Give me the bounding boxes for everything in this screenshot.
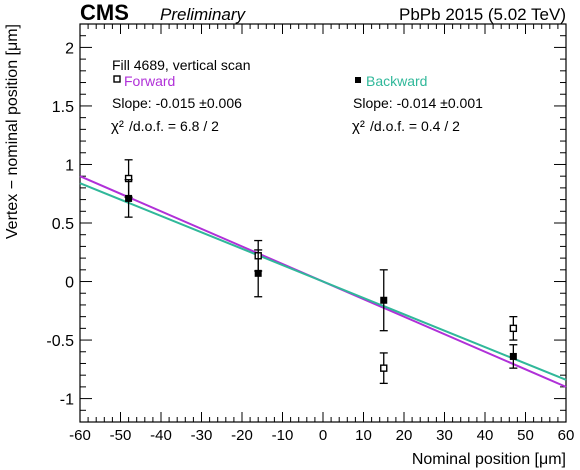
x-tick-label: -30 (191, 427, 213, 444)
forward-legend-marker (113, 75, 121, 83)
axis-ticks: -60 -50 -40 -30 -20 -10 0 10 20 30 40 50 60 -1 -0.5 0 0.… (46, 24, 574, 444)
x-tick-label: 30 (436, 427, 453, 444)
x-tick-label: 50 (517, 427, 534, 444)
backward-legend-label: Backward (366, 73, 427, 89)
y-tick-label: 2 (65, 40, 74, 57)
x-axis-label: Nominal position [μm] (412, 451, 566, 468)
x-tick-label: 60 (558, 427, 575, 444)
forward-chi2-symbol: χ² (111, 118, 124, 135)
status-label: Preliminary (160, 5, 247, 24)
backward-chi2: /d.o.f. = 0.4 / 2 (370, 118, 460, 134)
x-tick-label: -40 (150, 427, 172, 444)
dataset-label: PbPb 2015 (5.02 TeV) (399, 5, 566, 24)
forward-legend-label: Forward (124, 73, 175, 89)
forward-chi2: /d.o.f. = 6.8 / 2 (129, 118, 219, 134)
backward-slope: Slope: -0.014 ±0.001 (353, 95, 483, 111)
forward-slope: Slope: -0.015 ±0.006 (112, 95, 242, 111)
backward-legend-marker (355, 77, 361, 83)
fit-lines (79, 175, 567, 388)
y-tick-label: -1 (60, 392, 74, 409)
backward-point (254, 269, 262, 277)
forward-point (380, 364, 388, 372)
y-tick-label: 0 (65, 275, 74, 292)
x-tick-label: -10 (272, 427, 294, 444)
y-axis-label: Vertex − nominal position [μm] (4, 24, 21, 239)
x-tick-label: -60 (69, 427, 91, 444)
x-tick-label: 40 (477, 427, 494, 444)
x-tick-label: -50 (110, 427, 132, 444)
experiment-label: CMS (80, 0, 129, 25)
y-tick-label: 1 (65, 157, 74, 174)
backward-fit-line (79, 182, 567, 381)
backward-chi2-symbol: χ² (352, 118, 365, 135)
forward-point (509, 324, 518, 333)
y-tick-label: 1.5 (52, 99, 74, 116)
x-tick-label: 10 (355, 427, 372, 444)
y-tick-label: -0.5 (46, 333, 74, 350)
backward-point (380, 296, 388, 304)
scan-annotation: Fill 4689, vertical scan (112, 57, 251, 73)
backward-point (509, 352, 517, 360)
backward-point (125, 194, 133, 202)
x-tick-label: 0 (319, 427, 327, 444)
x-tick-label: -20 (231, 427, 253, 444)
y-tick-label: 0.5 (52, 216, 74, 233)
data-markers (124, 159, 518, 385)
x-tick-label: 20 (396, 427, 413, 444)
